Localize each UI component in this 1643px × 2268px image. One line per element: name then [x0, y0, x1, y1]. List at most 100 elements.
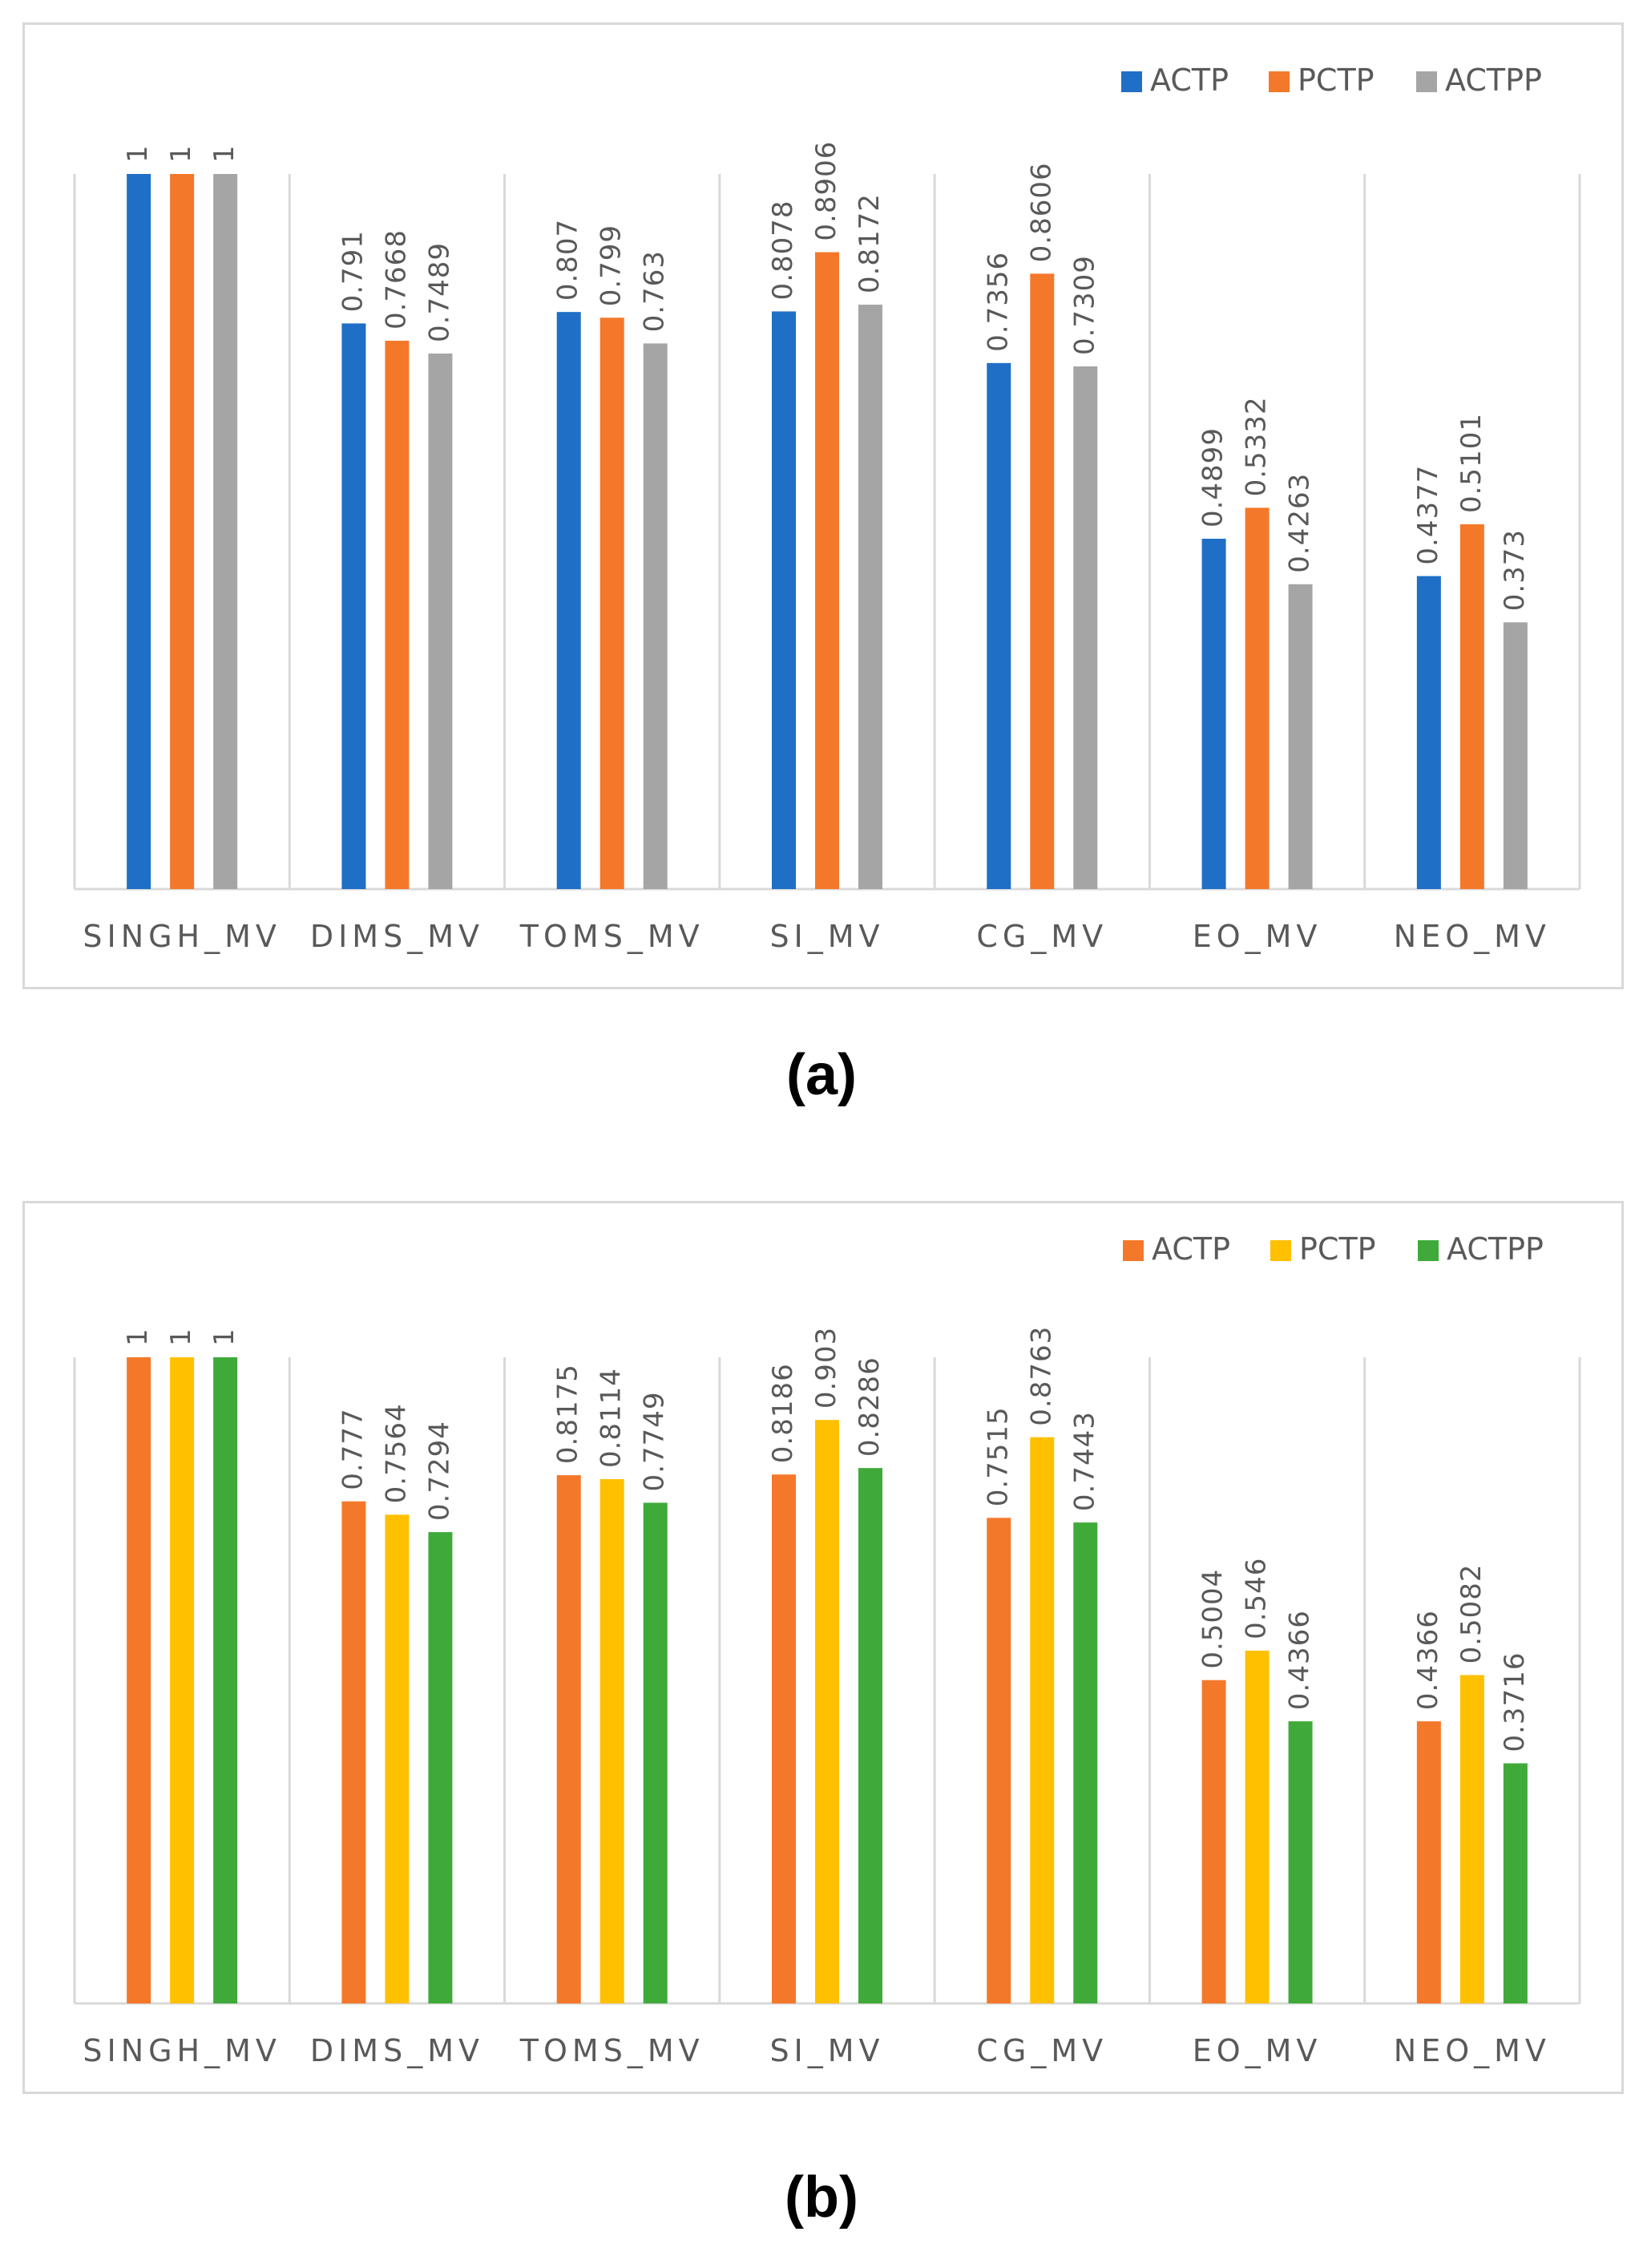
data-label: 0.8175 — [552, 1364, 584, 1464]
bar-actp-si_mv — [772, 311, 796, 890]
data-label: 0.8606 — [1025, 162, 1057, 262]
bar-actp-neo_mv — [1416, 576, 1441, 889]
x-tick-label: SINGH_MV — [83, 919, 281, 954]
x-tick-label: CG_MV — [976, 919, 1108, 954]
bar-actpp-cg_mv — [1073, 366, 1098, 889]
bar-actpp-dims_mv — [428, 353, 453, 889]
legend-swatch-actp — [1121, 71, 1142, 92]
bar-actp-toms_mv — [556, 312, 581, 889]
bar-actp-cg_mv — [987, 362, 1011, 889]
data-label: 0.8114 — [595, 1368, 628, 1468]
bar-actpp-toms_mv — [643, 1502, 668, 2003]
bar-actp-eo_mv — [1201, 539, 1226, 889]
bar-pctp-dims_mv — [385, 1514, 410, 2003]
x-tick-label: DIMS_MV — [310, 2033, 484, 2068]
bar-actp-cg_mv — [987, 1518, 1011, 2003]
data-label: 0.5082 — [1455, 1563, 1488, 1664]
x-tick-label: TOMS_MV — [519, 2033, 704, 2068]
data-label: 0.8078 — [767, 200, 799, 300]
bar-actpp-dims_mv — [428, 1532, 453, 2003]
x-tick-label: SI_MV — [769, 2033, 884, 2068]
legend-label-actp: ACTP — [1152, 1231, 1230, 1267]
bar-actp-singh_mv — [127, 174, 151, 889]
data-label: 1 — [165, 1328, 197, 1346]
chart-panel-a: 1 1 1 SINGH_MV 0.791 0.7668 0.7489 DIMS_MV 0.807… — [22, 22, 1624, 989]
data-label: 0.546 — [1241, 1558, 1273, 1639]
data-label: 0.7443 — [1068, 1411, 1100, 1511]
legend-label-pctp: PCTP — [1299, 1231, 1376, 1267]
x-tick-label: EO_MV — [1193, 919, 1322, 954]
data-label: 0.777 — [337, 1408, 369, 1490]
bar-pctp-neo_mv — [1459, 1675, 1484, 2003]
caption-a: (a) — [786, 1043, 857, 1107]
bar-pctp-si_mv — [815, 1420, 839, 2003]
data-label: 0.5101 — [1455, 413, 1488, 513]
bar-actp-si_mv — [772, 1474, 796, 2003]
legend-swatch-actp — [1123, 1240, 1144, 1261]
data-label: 0.3716 — [1499, 1652, 1531, 1753]
x-tick-label: SI_MV — [769, 919, 884, 954]
data-label: 0.7668 — [380, 229, 412, 329]
bar-pctp-eo_mv — [1245, 1650, 1270, 2003]
bar-actpp-toms_mv — [643, 343, 668, 889]
bar-actpp-cg_mv — [1073, 1522, 1098, 2003]
bar-actp-dims_mv — [341, 1501, 366, 2003]
data-label: 0.5004 — [1197, 1569, 1229, 1669]
data-label: 1 — [208, 1328, 240, 1346]
data-label: 0.4899 — [1197, 427, 1229, 528]
data-label: 0.4366 — [1284, 1610, 1316, 1710]
bar-pctp-singh_mv — [170, 1357, 195, 2003]
bar-pctp-cg_mv — [1030, 1437, 1055, 2003]
data-label: 0.373 — [1499, 529, 1531, 611]
data-label: 0.4377 — [1412, 465, 1444, 565]
chart-panel-b: 1 1 1 SINGH_MV 0.777 0.7564 0.7294 DIMS_MV 0.817… — [22, 1201, 1624, 2094]
data-label: 0.791 — [337, 230, 369, 312]
data-label: 0.4366 — [1412, 1610, 1444, 1710]
data-label: 0.763 — [639, 250, 671, 332]
bar-actpp-eo_mv — [1288, 1721, 1313, 2003]
bar-actpp-eo_mv — [1288, 584, 1313, 889]
bar-actpp-si_mv — [858, 305, 882, 889]
data-label: 0.8172 — [854, 193, 886, 293]
bar-actp-eo_mv — [1201, 1680, 1226, 2003]
bar-actpp-si_mv — [858, 1468, 882, 2003]
legend-swatch-pctp — [1269, 71, 1290, 92]
data-label: 0.7749 — [639, 1391, 671, 1491]
bar-pctp-cg_mv — [1030, 273, 1055, 889]
bar-pctp-eo_mv — [1245, 507, 1270, 889]
bar-actp-dims_mv — [341, 323, 366, 890]
data-label: 1 — [165, 144, 197, 163]
x-tick-label: CG_MV — [976, 2033, 1108, 2068]
data-label: 1 — [122, 1328, 154, 1346]
bar-actp-singh_mv — [127, 1357, 151, 2003]
bar-pctp-toms_mv — [599, 317, 624, 889]
bar-actpp-singh_mv — [213, 1357, 238, 2003]
bar-pctp-toms_mv — [599, 1479, 624, 2003]
bar-actpp-singh_mv — [213, 174, 238, 889]
x-tick-label: SINGH_MV — [83, 2033, 281, 2068]
data-label: 0.4263 — [1284, 473, 1316, 573]
x-tick-label: DIMS_MV — [310, 919, 484, 954]
bar-actp-neo_mv — [1416, 1721, 1441, 2003]
bar-pctp-singh_mv — [170, 174, 195, 889]
x-tick-label: NEO_MV — [1394, 919, 1551, 954]
data-label: 0.7564 — [380, 1403, 412, 1503]
legend-label-pctp: PCTP — [1298, 63, 1375, 98]
caption-b: (b) — [785, 2165, 858, 2230]
data-label: 0.7356 — [982, 252, 1014, 352]
legend-label-actp: ACTP — [1150, 63, 1229, 98]
legend-swatch-pctp — [1270, 1240, 1291, 1261]
legend-label-actpp: ACTPP — [1447, 1231, 1544, 1267]
data-label: 1 — [122, 144, 154, 163]
x-tick-label: TOMS_MV — [519, 919, 704, 954]
data-label: 0.7515 — [982, 1406, 1014, 1506]
data-label: 0.903 — [810, 1327, 842, 1409]
data-label: 0.8186 — [767, 1363, 799, 1463]
bar-pctp-dims_mv — [385, 341, 410, 889]
bar-pctp-neo_mv — [1459, 524, 1484, 889]
data-label: 0.7294 — [423, 1421, 455, 1521]
data-label: 0.8763 — [1025, 1326, 1057, 1426]
x-tick-label: NEO_MV — [1394, 2033, 1551, 2068]
